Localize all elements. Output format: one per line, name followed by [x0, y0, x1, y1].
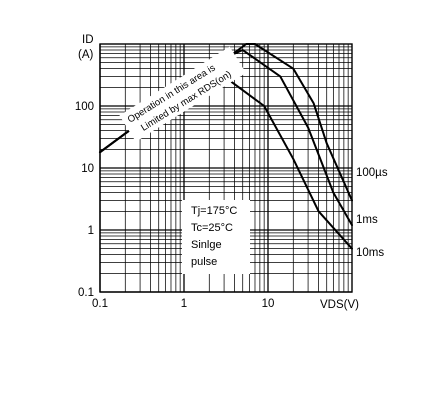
series-label-10ms: 10ms	[356, 247, 384, 259]
y-tick-label: 1	[88, 225, 94, 237]
condition-tj: Tj=175°C	[191, 205, 237, 217]
rdson-annotation-background	[119, 46, 247, 142]
condition-tc: Tc=25°C	[191, 222, 233, 234]
y-tick-label: 0.1	[78, 287, 94, 299]
condition-box	[182, 200, 250, 274]
x-axis-label: VDS(V)	[320, 299, 359, 311]
x-tick-label: 1	[181, 298, 187, 310]
y-tick-label: 10	[81, 163, 94, 175]
axis-labels: ID (A) VDS(V)	[78, 34, 359, 311]
series-label-1ms: 1ms	[356, 214, 378, 226]
x-tick-label: 0.1	[92, 298, 108, 310]
y-tick-label: 100	[75, 101, 94, 113]
y-axis-label: ID	[82, 34, 94, 46]
y-axis-unit: (A)	[78, 49, 94, 61]
plot-frame	[99, 43, 353, 293]
series-label-100-s: 100µs	[356, 167, 388, 179]
condition-pulse: pulse	[191, 256, 217, 268]
condition-single: Sinlge	[191, 239, 222, 251]
x-tick-label: 10	[262, 298, 275, 310]
rdson-limit-annotation: Operation in this area is Limited by max…	[119, 46, 247, 142]
